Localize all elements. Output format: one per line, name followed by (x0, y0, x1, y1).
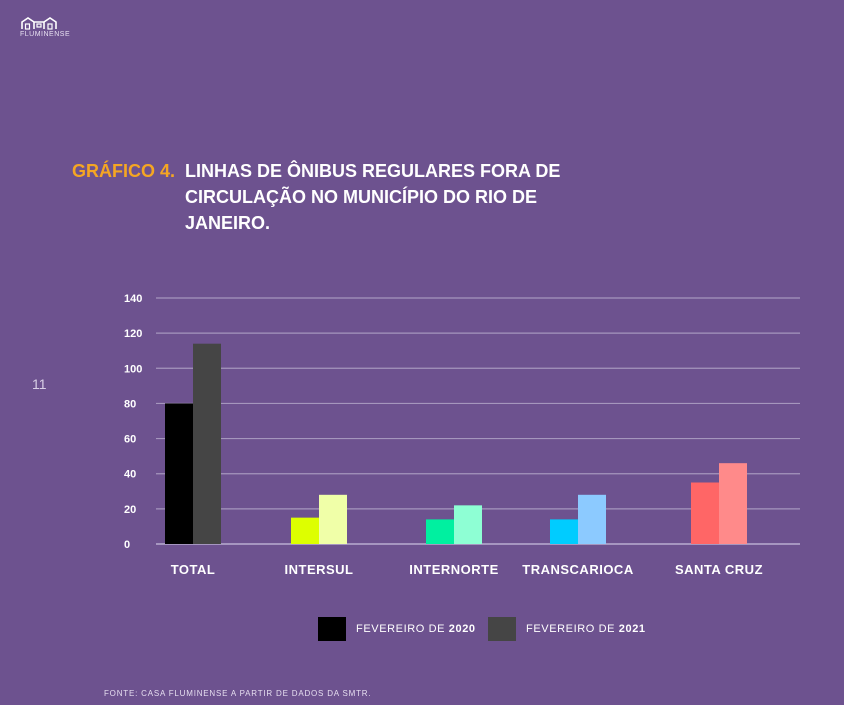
y-tick-label-40: 40 (124, 469, 136, 481)
legend-label-2020: FEVEREIRO DE 2020 (356, 623, 476, 635)
x-tick-label-santa-cruz: SANTA CRUZ (675, 562, 763, 577)
y-tick-label-120: 120 (124, 328, 142, 340)
bar-transcarioca-2020 (550, 519, 578, 544)
y-tick-label-60: 60 (124, 434, 136, 446)
y-tick-label-0: 0 (124, 539, 130, 551)
chart-title-label: GRÁFICO 4. (72, 161, 176, 181)
x-tick-label-intersul: INTERSUL (285, 562, 354, 577)
chart-title-text: LINHAS DE ÔNIBUS REGULARES FORA DE CIRCU… (185, 161, 561, 233)
legend-item-2020: FEVEREIRO DE 2020 (318, 617, 476, 641)
page-number: 11 (32, 376, 47, 392)
legend-swatch-2021 (488, 617, 516, 641)
house-logo-icon (21, 17, 57, 30)
source-note: FONTE: CASA FLUMINENSE A PARTIR DE DADOS… (104, 689, 372, 698)
legend-label-2021: FEVEREIRO DE 2021 (526, 623, 646, 635)
bar-intersul-2020 (291, 517, 319, 544)
y-tick-label-100: 100 (124, 363, 142, 375)
y-tick-label-80: 80 (124, 398, 136, 410)
bar-transcarioca-2021 (578, 494, 606, 544)
bar-total-2021 (193, 343, 221, 544)
y-tick-label-20: 20 (124, 504, 136, 516)
bar-total-2020 (165, 403, 193, 544)
bar-intersul-2021 (319, 494, 347, 544)
logo: FLUMINENSE (20, 16, 71, 38)
bar-santa-cruz-2020 (691, 482, 719, 544)
chart-title: GRÁFICO 4. LINHAS DE ÔNIBUS REGULARES FO… (72, 158, 585, 236)
legend-swatch-2020 (318, 617, 346, 641)
bar-internorte-2020 (426, 519, 454, 544)
bar-chart: 0 20 40 60 80 100 120 140 TOTAL INTERSUL INTERNORT… (124, 293, 800, 577)
x-tick-label-internorte: INTERNORTE (409, 562, 499, 577)
bar-internorte-2021 (454, 505, 482, 544)
bar-santa-cruz-2021 (719, 463, 747, 544)
y-tick-label-140: 140 (124, 293, 142, 305)
logo-text: FLUMINENSE (20, 31, 71, 38)
x-tick-label-total: TOTAL (171, 562, 216, 577)
legend-item-2021: FEVEREIRO DE 2021 (488, 617, 646, 641)
x-tick-label-transcarioca: TRANSCARIOCA (522, 562, 634, 577)
